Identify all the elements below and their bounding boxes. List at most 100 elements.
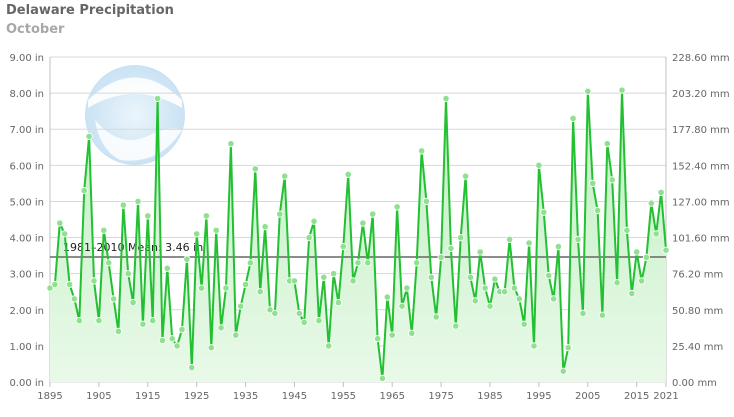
data-point[interactable] bbox=[173, 342, 181, 350]
data-point[interactable] bbox=[85, 132, 93, 140]
data-point[interactable] bbox=[564, 344, 572, 352]
data-point[interactable] bbox=[364, 259, 372, 267]
data-point[interactable] bbox=[349, 277, 357, 285]
data-point[interactable] bbox=[388, 331, 396, 339]
data-point[interactable] bbox=[70, 295, 79, 303]
data-point[interactable] bbox=[378, 374, 386, 382]
data-point[interactable] bbox=[295, 309, 303, 317]
data-point[interactable] bbox=[579, 309, 587, 317]
data-point[interactable] bbox=[647, 199, 655, 207]
data-point[interactable] bbox=[100, 226, 108, 234]
data-point[interactable] bbox=[554, 243, 563, 251]
data-point[interactable] bbox=[471, 297, 479, 305]
data-point[interactable] bbox=[603, 140, 611, 148]
data-point[interactable] bbox=[61, 230, 69, 238]
data-point[interactable] bbox=[124, 270, 132, 278]
data-point[interactable] bbox=[110, 295, 118, 303]
data-point[interactable] bbox=[481, 284, 489, 292]
data-point[interactable] bbox=[540, 208, 548, 216]
data-point[interactable] bbox=[207, 344, 215, 352]
data-point[interactable] bbox=[545, 271, 553, 280]
data-point[interactable] bbox=[598, 311, 607, 319]
data-point[interactable] bbox=[662, 246, 670, 254]
data-point[interactable] bbox=[114, 327, 123, 335]
data-point[interactable] bbox=[232, 331, 240, 339]
data-point[interactable] bbox=[525, 239, 533, 247]
data-point[interactable] bbox=[168, 335, 176, 343]
data-point[interactable] bbox=[178, 325, 186, 334]
data-point[interactable] bbox=[574, 235, 582, 243]
data-point[interactable] bbox=[633, 248, 641, 256]
data-point[interactable] bbox=[144, 212, 152, 220]
data-point[interactable] bbox=[51, 280, 59, 289]
data-point[interactable] bbox=[569, 114, 577, 123]
data-point[interactable] bbox=[163, 264, 171, 272]
data-point[interactable] bbox=[520, 320, 528, 328]
data-point[interactable] bbox=[251, 165, 259, 173]
data-point[interactable] bbox=[354, 259, 362, 267]
data-point[interactable] bbox=[637, 277, 646, 285]
data-point[interactable] bbox=[90, 277, 98, 285]
data-point[interactable] bbox=[139, 320, 147, 328]
data-point[interactable] bbox=[271, 309, 279, 317]
data-point[interactable] bbox=[535, 161, 543, 169]
data-point[interactable] bbox=[281, 172, 289, 180]
data-point[interactable] bbox=[447, 244, 455, 252]
data-point[interactable] bbox=[652, 230, 660, 238]
data-point[interactable] bbox=[134, 197, 142, 205]
data-point[interactable] bbox=[300, 318, 308, 326]
data-point[interactable] bbox=[217, 324, 225, 332]
data-point[interactable] bbox=[584, 87, 592, 95]
data-point[interactable] bbox=[212, 226, 220, 234]
data-point[interactable] bbox=[476, 248, 484, 256]
data-point[interactable] bbox=[266, 306, 274, 314]
data-point[interactable] bbox=[501, 288, 509, 296]
data-point[interactable] bbox=[242, 280, 250, 289]
data-point[interactable] bbox=[398, 302, 406, 310]
data-point[interactable] bbox=[46, 284, 54, 292]
data-point[interactable] bbox=[290, 277, 298, 285]
data-point[interactable] bbox=[329, 270, 338, 278]
data-point[interactable] bbox=[461, 172, 470, 180]
data-point[interactable] bbox=[452, 322, 460, 330]
data-point[interactable] bbox=[193, 230, 201, 238]
data-point[interactable] bbox=[261, 223, 269, 231]
data-point[interactable] bbox=[505, 235, 514, 243]
data-point[interactable] bbox=[559, 367, 567, 375]
data-point[interactable] bbox=[222, 284, 230, 292]
data-point[interactable] bbox=[119, 201, 127, 209]
data-point[interactable] bbox=[530, 342, 538, 350]
data-point[interactable] bbox=[237, 302, 245, 310]
data-point[interactable] bbox=[437, 253, 445, 261]
data-point[interactable] bbox=[589, 179, 597, 187]
data-point[interactable] bbox=[202, 212, 210, 220]
data-point[interactable] bbox=[486, 302, 494, 310]
data-point[interactable] bbox=[276, 210, 284, 218]
data-point[interactable] bbox=[427, 273, 435, 281]
data-point[interactable] bbox=[305, 234, 313, 242]
data-point[interactable] bbox=[188, 363, 196, 372]
data-point[interactable] bbox=[618, 86, 626, 94]
data-point[interactable] bbox=[149, 316, 157, 325]
data-point[interactable] bbox=[359, 219, 367, 227]
data-point[interactable] bbox=[154, 94, 162, 103]
data-point[interactable] bbox=[608, 176, 616, 184]
data-point[interactable] bbox=[256, 288, 264, 296]
data-point[interactable] bbox=[373, 335, 382, 343]
data-point[interactable] bbox=[403, 284, 411, 292]
data-point[interactable] bbox=[198, 284, 206, 292]
data-point[interactable] bbox=[422, 197, 430, 205]
data-point[interactable] bbox=[515, 295, 523, 303]
data-point[interactable] bbox=[657, 188, 665, 196]
data-point[interactable] bbox=[315, 316, 323, 325]
data-point[interactable] bbox=[413, 259, 421, 267]
data-point[interactable] bbox=[408, 329, 416, 337]
data-point[interactable] bbox=[393, 203, 401, 211]
data-point[interactable] bbox=[383, 293, 391, 301]
data-point[interactable] bbox=[466, 273, 474, 281]
data-point[interactable] bbox=[246, 259, 254, 267]
data-point[interactable] bbox=[417, 147, 426, 155]
data-point[interactable] bbox=[310, 217, 318, 225]
data-point[interactable] bbox=[80, 187, 88, 195]
data-point[interactable] bbox=[623, 226, 631, 234]
